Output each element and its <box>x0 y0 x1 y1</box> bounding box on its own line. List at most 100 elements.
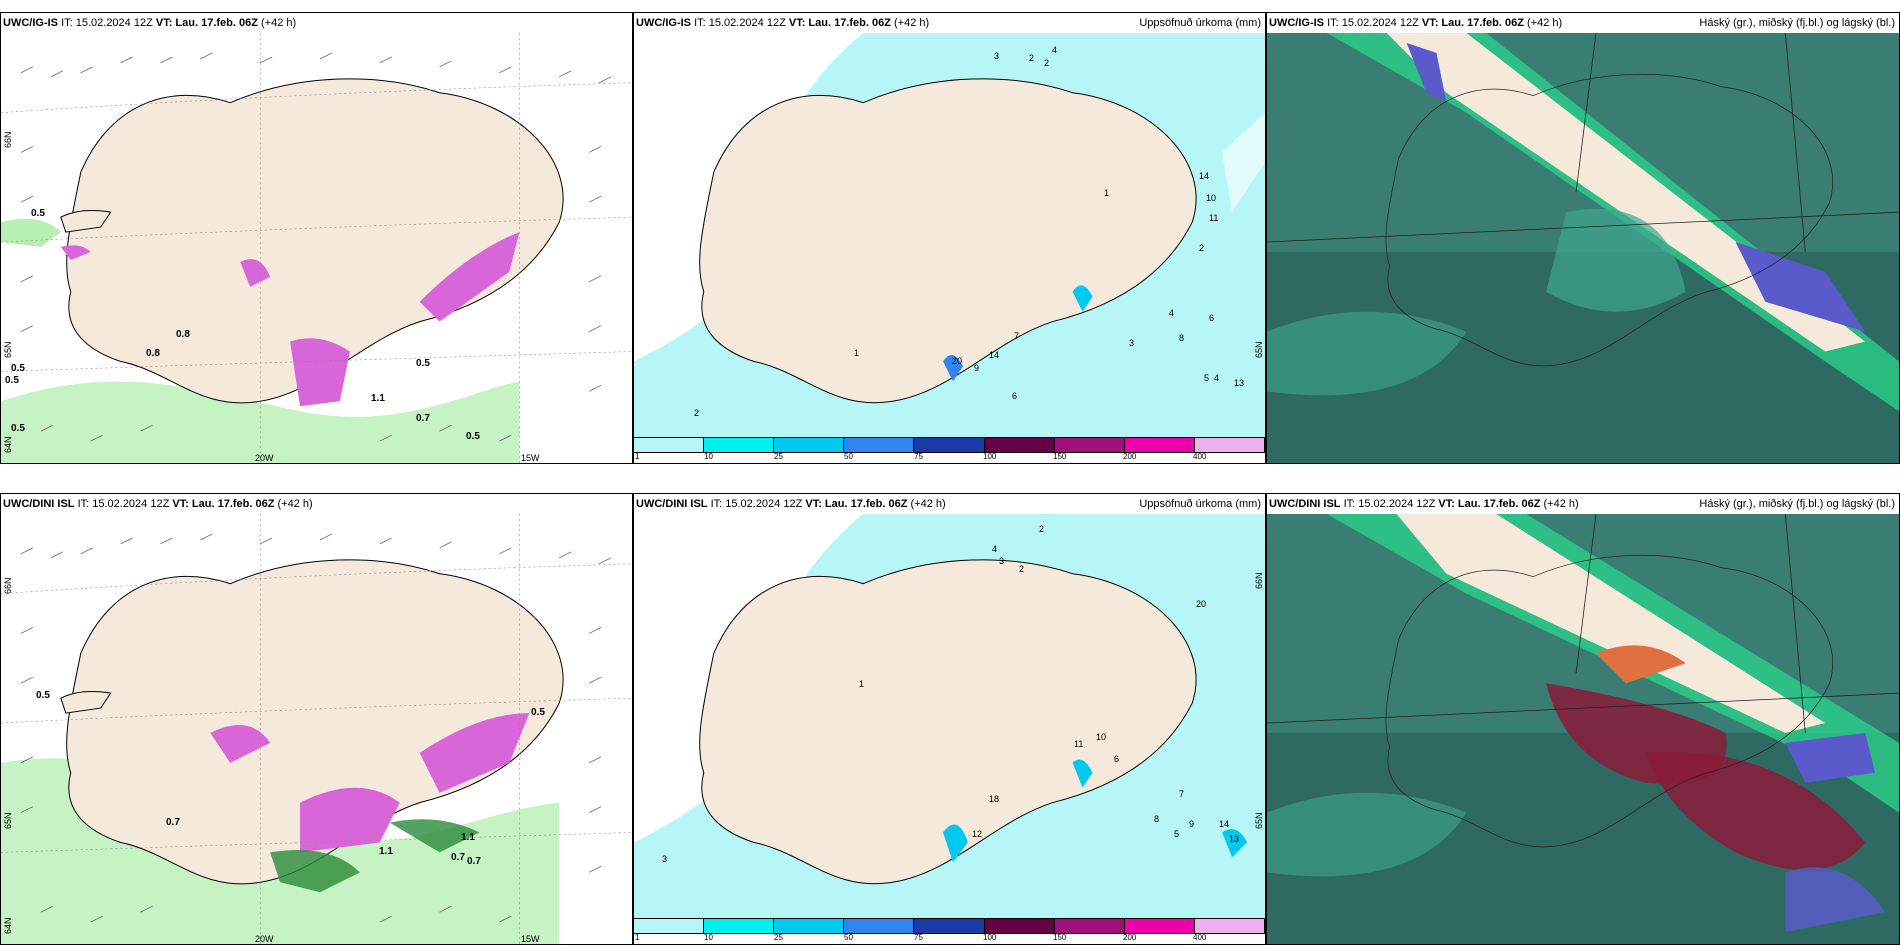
accum-number: 4 <box>1052 45 1058 55</box>
colorbar-ticks: 1 10 25 50 75 100 150 200 400 <box>634 452 1265 463</box>
lon-label-20w: 20W <box>255 934 274 944</box>
accum-number: 7 <box>1179 789 1185 799</box>
lead-time: (+42 h) <box>261 17 297 29</box>
colorbar-swatch <box>704 919 775 933</box>
lat-label-66: 66N <box>3 131 13 148</box>
lat-label-65: 65N <box>3 812 13 829</box>
model-name: UWC/IG-IS <box>1269 17 1324 29</box>
init-time: IT: 15.02.2024 12Z <box>694 17 786 29</box>
accum-number: 4 <box>1169 308 1175 318</box>
map-title: Háský (gr.), miðský (fj.bl.) og lágský (… <box>1699 17 1895 29</box>
accum-number: 2 <box>1019 564 1025 574</box>
colorbar-swatch <box>1124 919 1195 933</box>
accum-number: 5 <box>1174 829 1180 839</box>
valid-time: Lau. 17.feb. 06Z <box>175 17 258 29</box>
panel-bot-mid: UWC/DINI ISL IT: 15.02.2024 12Z VT: Lau.… <box>633 493 1266 945</box>
accum-number: 12 <box>972 829 983 839</box>
colorbar-swatch <box>634 919 705 933</box>
map-title: Háský (gr.), miðský (fj.bl.) og lágský (… <box>1699 498 1895 510</box>
accum-number: 2 <box>1029 53 1035 63</box>
lat-label-64: 64N <box>3 917 13 934</box>
colorbar-swatch <box>1194 438 1265 452</box>
accum-number: 14 <box>1199 171 1210 181</box>
accum-number: 3 <box>662 854 668 864</box>
valid-time-label: VT: <box>788 17 806 29</box>
colorbar-swatch <box>1054 919 1125 933</box>
colorbar-tick: 400 <box>1193 452 1207 461</box>
panel-top-right: UWC/IG-IS IT: 15.02.2024 12Z VT: Lau. 17… <box>1266 12 1900 464</box>
accum-precip-map <box>634 33 1265 437</box>
valid-time: Lau. 17.feb. 06Z <box>1457 498 1541 510</box>
map-svg <box>634 514 1265 918</box>
panel-top-left: UWC/IG-IS IT: 15.02.2024 12Z VT: Lau. 17… <box>0 12 633 464</box>
valid-time-label: VT: <box>1438 498 1455 510</box>
precip-label: 0.8 <box>176 329 190 340</box>
panel-bot-right: UWC/DINI ISL IT: 15.02.2024 12Z VT: Lau.… <box>1266 493 1900 945</box>
precip-label: 0.8 <box>146 348 160 359</box>
colorbar-tick: 200 <box>1123 452 1137 461</box>
colorbar-tick: 75 <box>914 452 923 461</box>
accum-number: 13 <box>1229 834 1240 844</box>
accum-number: 3 <box>1129 338 1135 348</box>
colorbar-tick: 75 <box>914 933 923 942</box>
lat-label-65: 65N <box>1254 812 1264 829</box>
accum-number: 11 <box>1209 213 1219 223</box>
colorbar-swatches <box>634 437 1265 453</box>
lat-label-66: 66N <box>1254 572 1264 589</box>
wind-precip-map <box>1 514 632 944</box>
colorbar-tick: 100 <box>983 452 997 461</box>
colorbar-swatch <box>844 919 915 933</box>
map-svg <box>1267 514 1899 944</box>
map-svg <box>1 33 632 463</box>
colorbar-tick: 200 <box>1123 933 1137 942</box>
valid-time: Lau. 17.feb. 06Z <box>191 498 275 510</box>
panel-header: UWC/IG-IS IT: 15.02.2024 12Z VT: Lau. 17… <box>634 13 1265 33</box>
accum-number: 2 <box>1044 58 1050 68</box>
colorbar-swatch <box>914 919 985 933</box>
precip-label: 1.1 <box>371 393 385 404</box>
precip-label: 1.1 <box>379 846 393 857</box>
lead-time: (+42 h) <box>910 498 946 510</box>
colorbar-swatch <box>774 919 845 933</box>
precip-label: 0.7 <box>467 856 481 867</box>
init-time: IT: 15.02.2024 12Z <box>61 17 153 29</box>
valid-time: Lau. 17.feb. 06Z <box>1441 17 1524 29</box>
precip-label: 1.1 <box>461 832 475 843</box>
precip-label: 0.5 <box>416 358 430 369</box>
colorbar-swatch <box>774 438 845 452</box>
accum-number: 2 <box>1039 524 1045 534</box>
accum-number: 6 <box>1209 313 1215 323</box>
lat-label-65: 65N <box>3 341 13 358</box>
accum-number: 10 <box>1206 193 1217 203</box>
precip-label: 0.5 <box>36 690 50 701</box>
accum-number: 3 <box>999 556 1005 566</box>
valid-time-label: VT: <box>1421 17 1439 29</box>
cloud-cover-map <box>1267 33 1899 463</box>
colorbar-swatch <box>844 438 915 452</box>
accum-number: 20 <box>1196 599 1207 609</box>
accum-number: 1 <box>1104 188 1110 198</box>
model-name: UWC/DINI ISL <box>1269 498 1341 510</box>
precip-label: 0.5 <box>31 208 45 219</box>
accum-number: 6 <box>1012 391 1018 401</box>
valid-time-label: VT: <box>805 498 822 510</box>
panel-header: UWC/DINI ISL IT: 15.02.2024 12Z VT: Lau.… <box>1 494 632 514</box>
accum-number: 2 <box>1199 243 1205 253</box>
colorbar-swatch <box>704 438 775 452</box>
valid-time-label: VT: <box>172 498 189 510</box>
colorbar-ticks: 1 10 25 50 75 100 150 200 400 <box>634 933 1265 944</box>
precip-label: 0.5 <box>11 363 25 374</box>
colorbar-tick: 10 <box>704 452 713 461</box>
model-name: UWC/IG-IS <box>3 17 58 29</box>
accum-number: 14 <box>1219 819 1230 829</box>
valid-time: Lau. 17.feb. 06Z <box>824 498 908 510</box>
accum-number: 4 <box>992 544 998 554</box>
colorbar-tick: 150 <box>1053 452 1067 461</box>
accum-number: 14 <box>989 350 1000 360</box>
colorbar-tick: 100 <box>983 933 997 942</box>
map-title: Uppsöfnuð úrkoma (mm) <box>1139 17 1261 29</box>
accum-number: 9 <box>1189 819 1195 829</box>
colorbar-tick: 1 <box>635 452 640 461</box>
init-time: IT: 15.02.2024 12Z <box>1327 17 1419 29</box>
lead-time: (+42 h) <box>1543 498 1579 510</box>
